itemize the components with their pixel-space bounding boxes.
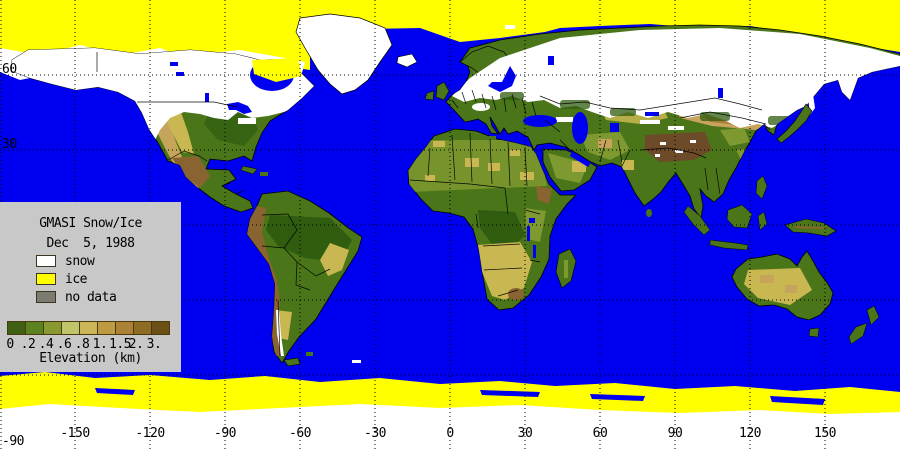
hudson-bay-ice	[252, 58, 302, 82]
sri-lanka	[646, 209, 652, 217]
lon-tick-label: 90	[667, 426, 683, 441]
lat-tick-label: 60	[2, 62, 17, 77]
lat-tick-label: -90	[2, 434, 24, 449]
colorbar-cell	[152, 322, 169, 334]
colorbar-tick: 1.5	[109, 337, 131, 352]
colorbar-cell	[116, 322, 134, 334]
colorbar-title: Elevation (km)	[39, 351, 142, 366]
australia-terrain	[744, 268, 812, 305]
south-georgia	[352, 360, 361, 363]
great-lakes	[227, 102, 252, 114]
great-britain	[435, 81, 450, 101]
lat-tick-label: 30	[2, 137, 17, 152]
legend-swatch	[36, 291, 56, 303]
colorbar-tick: .4	[38, 337, 54, 352]
lake-baikal	[718, 88, 723, 98]
rift-lakes	[527, 218, 536, 258]
colorbar-cell	[98, 322, 116, 334]
lon-tick-label: 30	[517, 426, 533, 441]
greenland	[295, 13, 393, 95]
arabia-desert	[548, 153, 588, 183]
lon-tick-label: -30	[364, 426, 386, 441]
lon-tick-label: -120	[135, 426, 165, 441]
philippines	[755, 175, 768, 200]
new-zealand-north	[866, 305, 880, 326]
lon-tick-label: -60	[289, 426, 311, 441]
legend-row: ice	[0, 270, 181, 288]
white-sea	[548, 56, 554, 65]
baltic-sea	[488, 66, 516, 92]
iceland	[396, 53, 418, 68]
colorbar-cell	[62, 322, 80, 334]
new-zealand-south	[848, 322, 868, 345]
legend-label: snow	[65, 253, 95, 269]
lon-tick-label: -90	[214, 426, 236, 441]
borneo	[726, 204, 753, 229]
legend-label: no data	[65, 289, 117, 305]
colorbar-tick-labels: 0 .2.4.6.8 1. 1.5 2. 3.	[1, 337, 163, 352]
colorbar-cell	[80, 322, 98, 334]
new-guinea-ridge	[794, 226, 825, 229]
map-title: GMASI Snow/Ice	[39, 216, 142, 231]
colorbar-tick: .6	[56, 337, 72, 352]
north-america-terrain	[12, 48, 314, 190]
caspian-sea	[572, 112, 588, 144]
black-sea	[523, 115, 557, 127]
legend-swatch	[36, 273, 56, 285]
svalbard	[505, 25, 515, 29]
lon-tick-label: 120	[739, 426, 761, 441]
lon-tick-label: 60	[592, 426, 608, 441]
colorbar-cell	[26, 322, 44, 334]
cuba	[240, 165, 258, 175]
java	[709, 239, 749, 251]
lake-balkhash	[645, 112, 659, 116]
lon-tick-label: 150	[814, 426, 836, 441]
legend-row: no data	[0, 288, 181, 306]
japan	[776, 103, 813, 144]
legend-panel: GMASI Snow/Ice Dec 5, 1988 snow ice no dat…	[0, 202, 181, 372]
falkland-islands	[306, 352, 313, 356]
legend-row: snow	[0, 252, 181, 270]
lon-tick-label: 0	[446, 426, 454, 441]
madagascar-ridge	[564, 260, 568, 278]
colorbar-tick: .2	[20, 337, 36, 352]
sumatra	[683, 205, 711, 236]
persian-gulf	[570, 151, 592, 167]
colorbar-tick: 2.	[128, 337, 144, 352]
colorbar-tick: .8	[74, 337, 90, 352]
colorbar-tick: 3.	[146, 337, 162, 352]
colorbar-cell	[44, 322, 62, 334]
canadian-lakes	[170, 62, 209, 102]
legend-label: ice	[65, 271, 87, 287]
ireland	[424, 90, 435, 101]
tasmania	[808, 327, 820, 338]
arabia-sand	[572, 161, 586, 172]
colorbar-tick: 1.	[92, 337, 108, 352]
elevation-colorbar	[7, 321, 170, 335]
antarctic-ice-leads	[95, 388, 825, 405]
legend-swatch	[36, 255, 56, 267]
hispaniola	[260, 172, 268, 176]
legend-items: snow ice no data	[0, 252, 181, 306]
sicily	[489, 136, 496, 140]
colorbar-cell	[134, 322, 152, 334]
aral-sea	[610, 123, 619, 132]
colorbar-tick: 0	[6, 337, 14, 352]
map-date: Dec 5, 1988	[46, 236, 135, 251]
lon-tick-label: -150	[60, 426, 90, 441]
africa-terrain	[408, 140, 552, 300]
colorbar-cell	[8, 322, 26, 334]
